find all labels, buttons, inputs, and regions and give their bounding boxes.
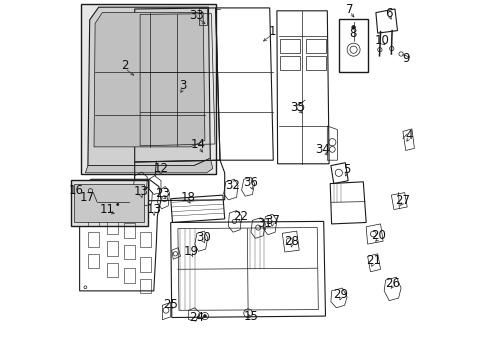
Text: 17: 17 [79,191,94,204]
Text: 25: 25 [163,298,178,311]
Text: 1: 1 [268,25,276,38]
Text: 19: 19 [183,245,198,258]
Text: 34: 34 [315,143,330,156]
Text: 5: 5 [343,163,350,176]
Text: 31: 31 [256,217,271,230]
Text: 24: 24 [189,311,204,324]
Polygon shape [94,13,204,147]
Bar [305,39,325,53]
Bar [140,257,151,272]
Text: 15: 15 [243,310,258,323]
Text: 2: 2 [121,59,128,72]
Text: 8: 8 [349,27,356,40]
Circle shape [203,315,206,318]
Bar [123,268,134,283]
Text: 13: 13 [146,203,161,216]
Text: 36: 36 [243,176,258,189]
Text: 18: 18 [180,191,195,204]
Text: 20: 20 [370,229,385,242]
Text: 14: 14 [190,138,205,151]
Text: 26: 26 [385,277,400,290]
Text: 33: 33 [189,9,204,22]
Bar [123,223,134,238]
Text: 22: 22 [232,210,247,223]
Bar [279,39,299,53]
Text: 7: 7 [345,3,353,15]
Text: 6: 6 [385,7,392,20]
Text: 29: 29 [333,288,348,301]
Text: 30: 30 [195,231,210,244]
Polygon shape [88,7,210,166]
Bar [81,4,215,174]
Bar [71,180,148,226]
Text: 32: 32 [225,179,240,192]
Bar [88,254,99,268]
Bar [338,19,367,72]
Text: 13: 13 [133,185,148,198]
Bar [88,212,99,226]
Bar [107,220,118,234]
Text: 9: 9 [401,52,408,65]
Polygon shape [73,184,144,222]
Bar [107,263,118,277]
Text: 11: 11 [99,203,114,216]
Bar [88,232,99,247]
Text: 28: 28 [284,235,299,248]
Text: 27: 27 [394,194,409,207]
Bar [279,56,299,70]
Bar [140,232,151,247]
Text: 4: 4 [405,129,412,141]
Bar [107,241,118,256]
Bar [123,245,134,259]
Text: 16: 16 [68,184,83,197]
Text: 35: 35 [290,101,305,114]
Text: 10: 10 [374,34,388,47]
Text: 3: 3 [179,79,186,92]
Circle shape [351,26,355,29]
Bar [305,56,325,70]
Text: 23: 23 [155,187,169,200]
Bar [140,279,151,293]
Text: 21: 21 [365,255,380,267]
Text: 12: 12 [153,162,168,175]
Circle shape [117,203,119,206]
Polygon shape [85,158,212,173]
Text: 37: 37 [264,214,280,227]
